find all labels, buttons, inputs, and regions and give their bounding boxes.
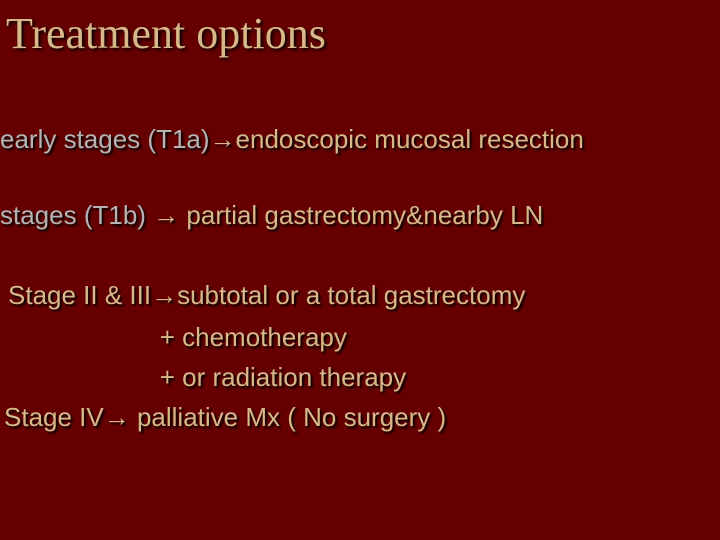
stage-label: stages (T1b) bbox=[0, 200, 153, 230]
indent bbox=[8, 322, 160, 352]
arrow-icon: → bbox=[210, 124, 236, 154]
bullet-stages-t1b: stages (T1b) → partial gastrectomy&nearb… bbox=[0, 200, 543, 231]
bullet-stage-ii-iii: Stage II & III→subtotal or a total gastr… bbox=[8, 280, 525, 311]
indent bbox=[8, 362, 160, 392]
treatment-text: endoscopic mucosal resection bbox=[236, 124, 584, 154]
treatment-text: subtotal or a total gastrectomy bbox=[177, 280, 525, 310]
arrow-icon: → bbox=[104, 402, 130, 432]
treatment-text: + or radiation therapy bbox=[160, 362, 406, 392]
arrow-icon: → bbox=[153, 200, 179, 230]
bullet-early-stages-t1a: early stages (T1a)→endoscopic mucosal re… bbox=[0, 124, 584, 155]
slide: Treatment options early stages (T1a)→end… bbox=[0, 0, 720, 540]
slide-title: Treatment options bbox=[6, 8, 326, 59]
stage-label: Stage IV bbox=[4, 402, 104, 432]
treatment-text: partial gastrectomy&nearby LN bbox=[179, 200, 543, 230]
bullet-stage-ii-iii-cont2: + or radiation therapy bbox=[8, 362, 406, 393]
treatment-text: palliative Mx ( No surgery ) bbox=[130, 402, 446, 432]
stage-label: Stage II & III bbox=[8, 280, 151, 310]
arrow-icon: → bbox=[151, 280, 177, 310]
bullet-stage-ii-iii-cont1: + chemotherapy bbox=[8, 322, 347, 353]
treatment-text: + chemotherapy bbox=[160, 322, 347, 352]
bullet-stage-iv: Stage IV→ palliative Mx ( No surgery ) bbox=[4, 402, 446, 433]
stage-label: early stages (T1a) bbox=[0, 124, 210, 154]
